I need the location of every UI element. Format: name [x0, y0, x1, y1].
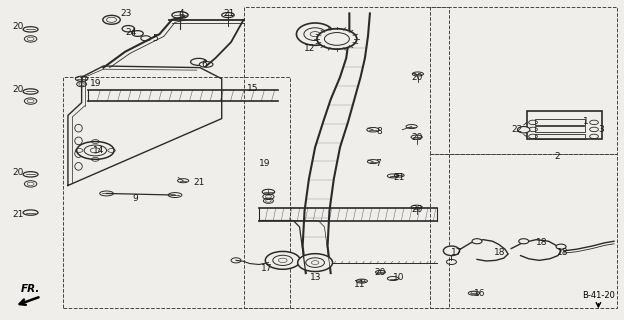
- Text: 13: 13: [310, 273, 321, 282]
- Text: 16: 16: [474, 289, 485, 298]
- Ellipse shape: [519, 239, 529, 244]
- Text: 20: 20: [412, 205, 423, 214]
- Text: 18: 18: [494, 248, 506, 257]
- Text: 24: 24: [125, 28, 137, 37]
- Text: 19: 19: [90, 79, 101, 88]
- Ellipse shape: [298, 254, 333, 271]
- Ellipse shape: [444, 246, 459, 256]
- Text: 8: 8: [376, 127, 382, 136]
- Text: 20: 20: [412, 73, 423, 82]
- Ellipse shape: [190, 58, 207, 65]
- Ellipse shape: [317, 29, 357, 49]
- Text: 20: 20: [12, 22, 24, 31]
- Bar: [243, 7, 449, 308]
- Ellipse shape: [265, 252, 300, 269]
- Text: 21: 21: [223, 9, 235, 18]
- Bar: [535, 133, 585, 139]
- Ellipse shape: [556, 244, 566, 249]
- Bar: [431, 7, 617, 154]
- Text: 3: 3: [598, 125, 604, 134]
- Bar: [431, 154, 617, 308]
- Ellipse shape: [472, 239, 482, 244]
- Text: 20: 20: [12, 85, 24, 94]
- Text: FR.: FR.: [21, 284, 41, 294]
- Text: 20: 20: [374, 268, 386, 277]
- Text: 20: 20: [12, 168, 24, 177]
- Text: 21: 21: [12, 210, 24, 219]
- Text: 1: 1: [583, 117, 588, 126]
- Ellipse shape: [517, 126, 530, 133]
- Text: 14: 14: [93, 146, 104, 155]
- Ellipse shape: [199, 61, 213, 67]
- Text: 20: 20: [412, 133, 423, 142]
- Text: 18: 18: [557, 248, 568, 257]
- Text: 6: 6: [202, 60, 208, 69]
- Text: 7: 7: [375, 159, 381, 168]
- Text: 23: 23: [121, 9, 132, 18]
- Ellipse shape: [296, 23, 334, 45]
- Text: 11: 11: [354, 280, 366, 289]
- Text: B-41-20: B-41-20: [582, 291, 615, 300]
- Ellipse shape: [77, 141, 114, 159]
- Bar: [535, 126, 585, 132]
- Text: 21: 21: [193, 178, 205, 187]
- Text: 19: 19: [259, 159, 271, 168]
- Text: 9: 9: [133, 194, 139, 203]
- Bar: [527, 111, 602, 139]
- Bar: [63, 77, 290, 308]
- Text: 12: 12: [304, 44, 315, 53]
- Text: 17: 17: [261, 264, 273, 273]
- Text: 15: 15: [246, 84, 258, 93]
- Text: 22: 22: [511, 125, 522, 134]
- Text: 21: 21: [393, 173, 404, 182]
- Text: 10: 10: [393, 273, 404, 282]
- Text: 4: 4: [178, 9, 184, 18]
- Text: 5: 5: [152, 34, 158, 43]
- Text: 17: 17: [451, 248, 462, 257]
- Text: 2: 2: [555, 152, 560, 161]
- Text: 18: 18: [536, 238, 548, 247]
- Bar: [535, 119, 585, 125]
